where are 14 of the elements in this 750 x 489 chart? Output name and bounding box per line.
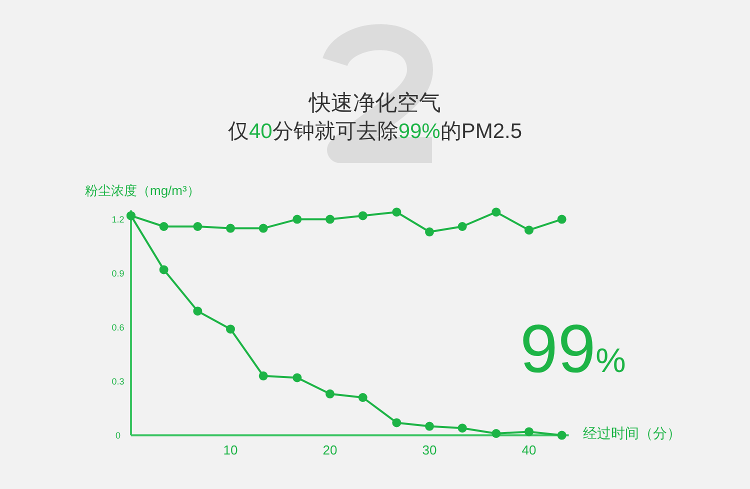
x-tick-label: 30	[422, 442, 437, 458]
y-tick-label: 0.6	[112, 322, 124, 332]
x-tick-label: 40	[522, 442, 536, 458]
annotation: 99%	[520, 311, 626, 387]
x-tick-label: 10	[223, 442, 238, 458]
y-tick-label: 1.2	[112, 214, 124, 224]
y-tick-label: 0	[115, 430, 121, 440]
y-axis-title: 粉尘浓度（mg/m³）	[85, 183, 200, 198]
y-tick-label: 0.3	[112, 376, 124, 386]
y-tick-label: 0.9	[112, 268, 124, 278]
chart-subtitle: 仅40分钟就可去除99%的PM2.5	[228, 120, 522, 143]
x-tick-label: 20	[322, 442, 338, 458]
x-axis-title: 经过时间（分）	[583, 425, 681, 441]
chart-title: 快速净化空气	[308, 90, 441, 115]
